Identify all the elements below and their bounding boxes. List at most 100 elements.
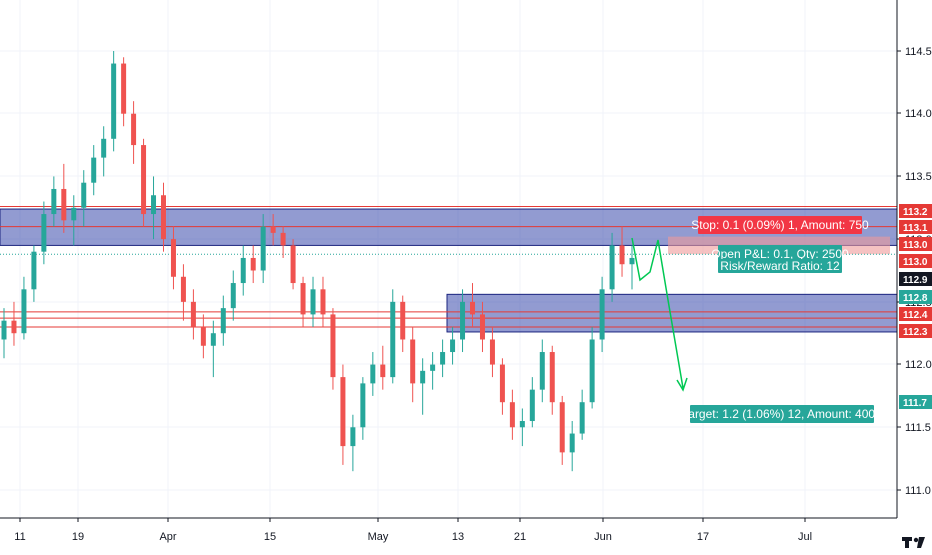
forecast-arrow-head [676,377,688,392]
candle-body-30 [300,283,306,315]
candle-body-16 [160,195,166,240]
price-badge-2 [899,237,932,251]
y-tick-label-1: 111.5 [905,422,931,434]
candle-body-46 [460,301,466,340]
candle-body-4 [41,214,47,252]
candle-body-8 [81,182,87,208]
candle-body-15 [151,195,157,215]
price-badge-label-5: 112.8 [903,293,928,304]
candle-body-35 [350,427,356,447]
candle-body-26 [260,226,266,271]
open-pnl-label-bg [718,245,842,263]
price-badge-3 [899,254,932,268]
open-pnl-label: Open P&L: 0.1, Qty: 2500 [711,247,849,261]
y-tick-label-5: 113.5 [905,171,932,183]
candle-body-24 [240,257,246,284]
price-badge-label-7: 112.3 [903,327,928,338]
x-tick-label-0: 11 [14,531,25,543]
candle-body-53 [529,389,535,422]
candle-body-25 [250,257,256,271]
candle-body-57 [569,433,575,453]
price-badge-label-2: 113.0 [903,240,928,251]
candle-body-22 [220,308,226,334]
candle-body-20 [200,326,206,346]
x-tick-label-3: 15 [264,531,276,543]
candle-body-45 [450,339,456,353]
candle-body-43 [430,364,436,371]
candle-body-6 [61,188,67,221]
y-tick-label-0: 111.0 [905,485,931,497]
x-tick-label-8: 17 [697,531,709,543]
candle-body-54 [539,352,545,390]
candle-body-10 [101,138,107,158]
candle-body-34 [340,377,346,447]
candle-body-9 [91,157,97,183]
candle-body-38 [380,364,386,378]
candle-body-44 [440,352,446,365]
candle-body-21 [210,333,216,346]
candle-body-48 [479,314,485,340]
candle-body-60 [599,289,605,340]
y-tick-label-6: 114.0 [905,108,932,120]
y-tick-label-2: 112.0 [905,359,932,371]
candle-body-19 [190,301,196,327]
price-badge-4 [899,272,932,286]
candle-body-51 [509,402,515,428]
candle-body-40 [400,301,406,340]
candle-body-7 [71,207,77,221]
stop-label: Stop: 0.1 (0.09%) 1, Amount: 750 [691,218,869,232]
candle-body-32 [320,289,326,315]
x-tick-label-1: 19 [72,531,84,543]
candle-body-58 [579,402,585,434]
price-badge-1 [899,220,932,234]
candle-body-11 [111,63,117,139]
candle-body-17 [170,239,176,277]
candle-body-50 [499,364,505,403]
candle-body-36 [360,383,366,428]
candle-body-28 [280,232,286,246]
target-label-bg [690,405,874,423]
price-badge-label-8: 111.7 [903,398,927,409]
price-badge-label-0: 113.2 [903,207,928,218]
candle-body-55 [549,352,555,403]
candle-body-62 [619,245,625,265]
price-badge-label-4: 112.9 [903,275,928,286]
candle-body-12 [121,63,127,114]
candle-body-3 [31,251,37,290]
candle-body-56 [559,402,565,453]
y-tick-label-7: 114.5 [905,46,932,58]
tradingview-logo-icon [898,534,932,550]
price-badge-label-3: 113.0 [903,257,928,268]
price-badge-0 [899,204,932,218]
candle-body-52 [519,421,525,428]
target-label: Target: 1.2 (1.06%) 12, Amount: 4000 [682,407,882,421]
candle-body-29 [290,245,296,284]
candle-body-14 [141,145,147,215]
price-badge-label-6: 112.4 [903,310,928,321]
candle-body-63 [629,257,635,265]
stop-label-bg [698,216,862,234]
candle-body-59 [589,339,595,403]
candle-body-13 [131,113,137,146]
price-badge-5 [899,290,932,304]
candle-body-39 [390,301,396,378]
candle-body-47 [470,301,476,315]
risk-reward-label: Risk/Reward Ratio: 12 [720,259,840,273]
candle-body-61 [609,245,615,290]
candle-body-2 [21,289,27,334]
x-tick-label-6: 21 [514,531,526,543]
candle-body-33 [330,314,336,378]
x-tick-label-4: May [368,531,389,543]
candle-body-42 [420,370,426,384]
price-badge-6 [899,307,932,321]
candle-body-41 [410,339,416,384]
candle-body-23 [230,283,236,309]
x-tick-label-7: Jun [594,531,612,543]
forecast-path [631,237,684,389]
x-tick-label-9: Jul [798,531,812,543]
price-badge-8 [899,395,932,409]
price-badge-label-1: 113.1 [903,223,928,234]
x-tick-label-2: Apr [159,531,176,543]
candle-body-27 [270,226,276,233]
